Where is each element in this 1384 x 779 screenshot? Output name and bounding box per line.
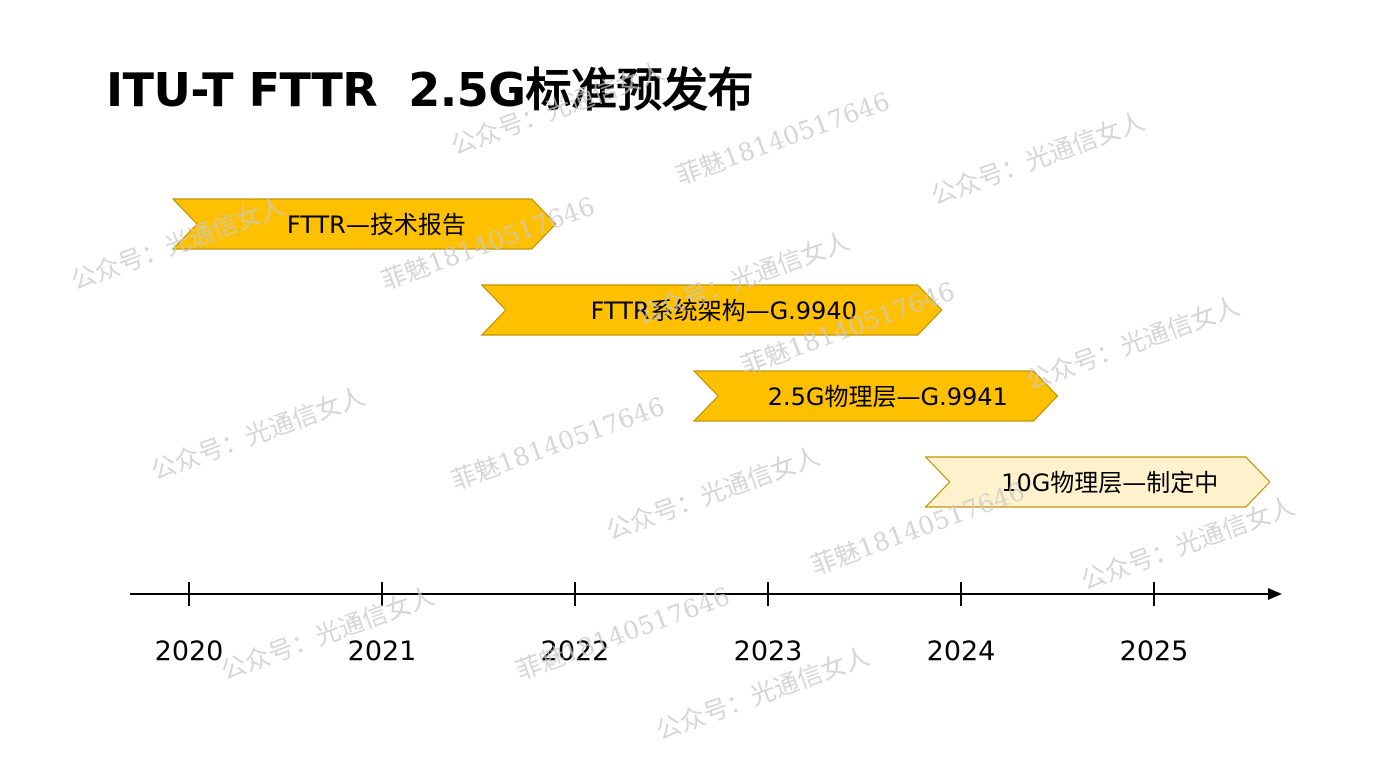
phase-label: 10G物理层—制定中 [1001,469,1218,497]
year-ticks: 2020 2021 2022 2023 2024 2025 [155,582,1189,667]
year-label-2024: 2024 [927,636,996,667]
watermark-text: 菲魅18140517646 [672,86,893,190]
phase-label: 2.5G物理层—G.9941 [768,383,1008,411]
phase-3: 2.5G物理层—G.9941 [692,370,1059,422]
year-label-2022: 2022 [541,636,610,667]
watermark-text: 菲魅18140517646 [512,581,733,685]
year-label-2021: 2021 [348,636,417,667]
watermark-text: 菲魅18140517646 [807,476,1028,580]
year-label-2020: 2020 [155,636,224,667]
watermark-layer: 公众号：光通信女人 菲魅18140517646 公众号：光通信女人公众号：光通信女人… [67,56,1298,745]
phase-label: FTTR—技术报告 [287,211,466,239]
watermark-text: 公众号：光通信女人 [602,441,823,545]
watermark-text: 菲魅18140517646 [447,391,668,495]
watermark-text: 公众号：光通信女人 [1022,291,1243,395]
phase-1: FTTR—技术报告 [171,198,557,250]
phase-arrows: FTTR—技术报告 FTTR系统架构—G.9940 2.5G物理层—G.9941 10… [171,198,1271,508]
phase-arrow-shape [171,198,557,250]
page-title: ITU-T FTTR 2.5G标准预发布 [106,63,754,117]
watermark-text: 公众号：光通信女人 [927,106,1148,210]
phase-arrow-shape [480,284,943,336]
year-label-2025: 2025 [1120,636,1189,667]
watermark-text: 公众号：光通信女人 [447,56,668,160]
phase-2: FTTR系统架构—G.9940 [480,284,943,336]
phase-label: FTTR系统架构—G.9940 [591,297,857,325]
phase-arrow-shape [924,456,1271,508]
watermark-text: 公众号：光通信女人 [147,381,368,485]
phase-4: 10G物理层—制定中 [924,456,1271,508]
watermark-text: 公众号：光通信女人 [217,581,438,685]
year-label-2023: 2023 [734,636,803,667]
phase-arrow-shape [692,370,1059,422]
